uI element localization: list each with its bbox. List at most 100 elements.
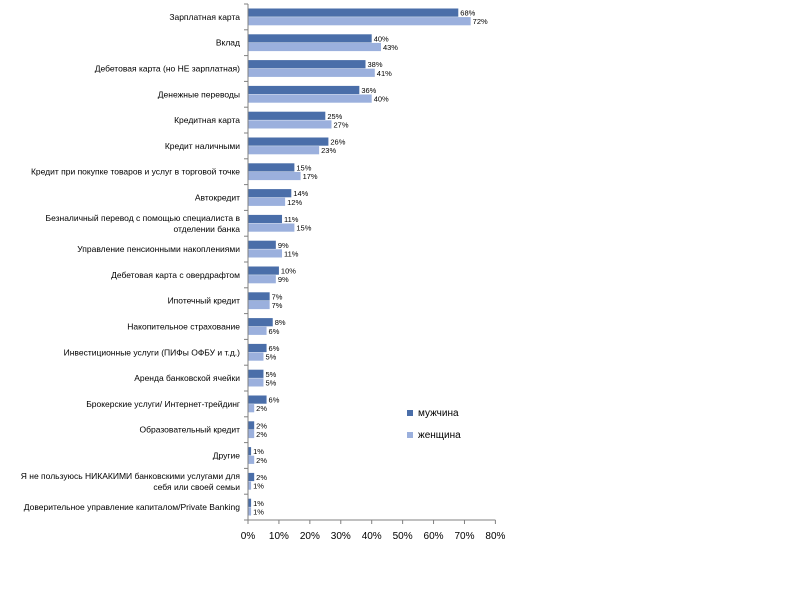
data-label: 41% <box>377 69 392 78</box>
bar-male <box>248 343 267 353</box>
bar-male <box>248 369 264 378</box>
bar-male <box>248 8 459 17</box>
category-labels: Зарплатная карта Вклад Дебетовая карта (но… <box>21 12 241 512</box>
category-label: Зарплатная карта <box>169 12 240 22</box>
data-label: 9% <box>278 275 289 284</box>
data-label: 25% <box>327 112 342 121</box>
bar-female <box>248 120 332 129</box>
category-label: Безналичный перевод с помощью специалист… <box>45 213 240 234</box>
legend-label: мужчина <box>418 408 459 419</box>
data-label: 11% <box>284 249 299 258</box>
data-label: 12% <box>287 198 302 207</box>
bar-male <box>248 421 255 430</box>
chart-bars <box>248 8 471 516</box>
bar-male <box>248 60 366 69</box>
category-label: Вклад <box>216 38 240 48</box>
bar-male <box>248 266 279 275</box>
category-label: Денежные переводы <box>158 89 240 99</box>
legend-label: женщина <box>418 430 461 441</box>
bar-female <box>248 455 255 464</box>
category-label: Управление пенсионными накоплениями <box>77 244 240 254</box>
category-label: Другие <box>213 451 240 461</box>
bar-female <box>248 94 372 103</box>
bar-female <box>248 404 255 413</box>
data-label: 27% <box>333 120 348 129</box>
data-label: 40% <box>374 34 389 43</box>
bar-male <box>248 214 283 224</box>
data-label: 2% <box>256 456 267 465</box>
category-label: Автокредит <box>195 193 240 203</box>
bar-female <box>248 378 264 387</box>
bar-male <box>248 318 273 327</box>
x-axis: 0% 10% 20% 30% 40% 50% 60% 70% 80% <box>241 3 506 542</box>
data-label: 5% <box>265 378 276 387</box>
data-label: 68% <box>460 9 475 18</box>
category-label: Ипотечный кредит <box>168 296 241 306</box>
data-label: 6% <box>269 396 280 405</box>
bar-female <box>248 352 264 361</box>
x-tick-label: 70% <box>454 531 474 542</box>
bar-female <box>248 275 276 284</box>
data-label: 36% <box>361 86 376 95</box>
bar-male <box>248 240 276 249</box>
category-label: Кредит наличными <box>165 141 240 151</box>
bar-female <box>248 223 295 232</box>
bar-male <box>248 34 372 43</box>
category-label: Аренда банковской ячейки <box>134 373 240 383</box>
data-label: 40% <box>374 95 389 104</box>
bar-female <box>248 171 301 181</box>
data-label: 15% <box>296 224 311 233</box>
bar-male <box>248 137 329 146</box>
bar-male <box>248 111 326 120</box>
bar-male <box>248 395 267 404</box>
legend: мужчина женщина <box>407 408 461 441</box>
category-label: Доверительное управление капиталом/Priva… <box>24 502 240 512</box>
category-label: Кредитная карта <box>174 115 240 125</box>
data-label: 7% <box>272 301 283 310</box>
bar-female <box>248 42 381 52</box>
bar-male <box>248 498 252 507</box>
category-label: Дебетовая карта (но НЕ зарплатная) <box>95 64 240 74</box>
data-label: 5% <box>265 353 276 362</box>
bar-female <box>248 481 252 490</box>
category-label: Образовательный кредит <box>140 425 241 435</box>
data-label: 17% <box>303 172 318 181</box>
data-label: 15% <box>296 163 311 172</box>
x-tick-label: 0% <box>241 531 256 542</box>
x-tick-label: 10% <box>269 531 289 542</box>
bar-female <box>248 429 255 439</box>
x-tick-label: 20% <box>300 531 320 542</box>
data-label: 9% <box>278 241 289 250</box>
category-label: Я не пользуюсь НИКАКИМИ банковскими услу… <box>21 471 241 492</box>
data-label: 72% <box>473 17 488 26</box>
data-label: 23% <box>321 146 336 155</box>
bar-female <box>248 68 375 77</box>
category-label: Брокерские услуги/ Интернет-трейдинг <box>86 399 240 409</box>
x-tick-label: 40% <box>362 531 382 542</box>
bar-male <box>248 292 270 301</box>
data-label: 7% <box>272 292 283 301</box>
data-label: 6% <box>269 344 280 353</box>
data-label: 10% <box>281 267 296 276</box>
bar-male <box>248 163 295 172</box>
data-label: 5% <box>265 370 276 379</box>
data-label: 38% <box>368 60 383 69</box>
bar-female <box>248 17 471 26</box>
data-label: 2% <box>256 404 267 413</box>
legend-swatch <box>407 410 413 416</box>
category-label: Дебетовая карта с овердрафтом <box>111 270 240 280</box>
bar-male <box>248 85 360 95</box>
bar-female <box>248 249 283 258</box>
data-label: 1% <box>253 507 264 516</box>
x-tick-label: 30% <box>331 531 351 542</box>
data-label: 6% <box>269 327 280 336</box>
data-label: 43% <box>383 43 398 52</box>
data-label: 1% <box>253 482 264 491</box>
bar-female <box>248 146 320 155</box>
legend-swatch <box>407 432 413 438</box>
x-tick-label: 80% <box>485 531 505 542</box>
bar-female <box>248 326 267 335</box>
data-label: 26% <box>330 138 345 147</box>
bar-male <box>248 472 255 482</box>
